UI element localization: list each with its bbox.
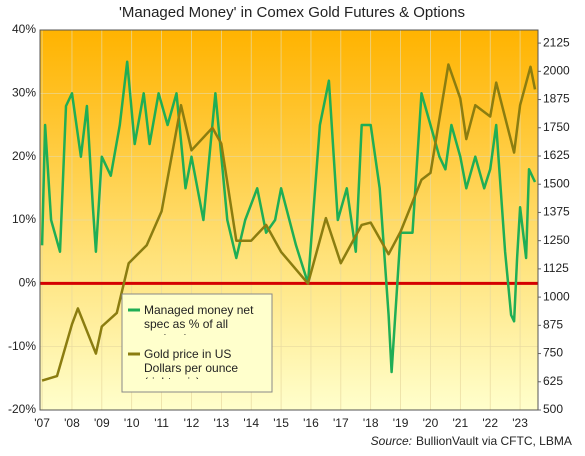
y-tick-label: 0%: [19, 276, 37, 290]
chart-title: 'Managed Money' in Comex Gold Futures & …: [119, 4, 465, 21]
series-line: [41, 63, 537, 382]
y2-tick-label: 1000: [543, 289, 570, 303]
y2-tick-label: 625: [543, 374, 563, 388]
x-tick-label: '20: [423, 416, 439, 430]
x-tick-label: '09: [94, 416, 110, 430]
source-label: Source:: [371, 434, 412, 448]
legend-entry: Managed money net spec as % of all contr…: [144, 303, 254, 335]
x-tick-label: '17: [333, 416, 349, 430]
x-tick-label: '11: [154, 416, 169, 430]
x-tick-label: '15: [273, 416, 289, 430]
y-tick-label: -20%: [8, 402, 36, 416]
y-tick-label: -10%: [8, 339, 36, 353]
x-tick-label: '13: [214, 416, 230, 430]
source: BullionVault via CFTC, LBMA: [416, 434, 572, 448]
y2-tick-label: 1125: [543, 261, 569, 275]
legend-box: [121, 293, 273, 393]
x-tick-label: '21: [453, 416, 469, 430]
x-tick-label: '18: [363, 416, 379, 430]
y2-tick-label: 1250: [543, 233, 570, 247]
x-tick-label: '10: [124, 416, 140, 430]
y2-tick-label: 750: [543, 346, 563, 360]
x-tick-label: '08: [64, 416, 80, 430]
y2-tick-label: 500: [543, 402, 563, 416]
y2-tick-label: 1750: [543, 120, 570, 134]
y-tick-label: 20%: [12, 149, 36, 163]
y2-tick-label: 1375: [543, 205, 570, 219]
x-tick-label: '22: [482, 416, 498, 430]
x-tick-label: '12: [184, 416, 200, 430]
y-tick-label: 10%: [12, 212, 36, 226]
y2-tick-label: 875: [543, 318, 563, 332]
x-tick-label: '16: [303, 416, 319, 430]
y2-tick-label: 1875: [543, 92, 570, 106]
y2-tick-label: 1625: [543, 148, 570, 162]
y2-tick-label: 2125: [543, 35, 570, 49]
x-tick-label: '19: [393, 416, 409, 430]
y-tick-label: 40%: [12, 22, 36, 36]
y2-tick-label: 1500: [543, 176, 570, 190]
x-tick-label: '14: [243, 416, 259, 430]
plot-border: [39, 29, 539, 411]
x-tick-label: '23: [512, 416, 528, 430]
legend-label: Gold price in US Dollars per ounce (righ…: [144, 347, 239, 379]
legend-label: Managed money net spec as % of all contr…: [144, 303, 254, 335]
x-tick-label: '07: [34, 416, 50, 430]
y-tick-label: 30%: [12, 86, 36, 100]
legend-entry: Gold price in US Dollars per ounce (righ…: [144, 347, 239, 379]
series-line: [40, 60, 537, 374]
y2-tick-label: 2000: [543, 63, 570, 77]
